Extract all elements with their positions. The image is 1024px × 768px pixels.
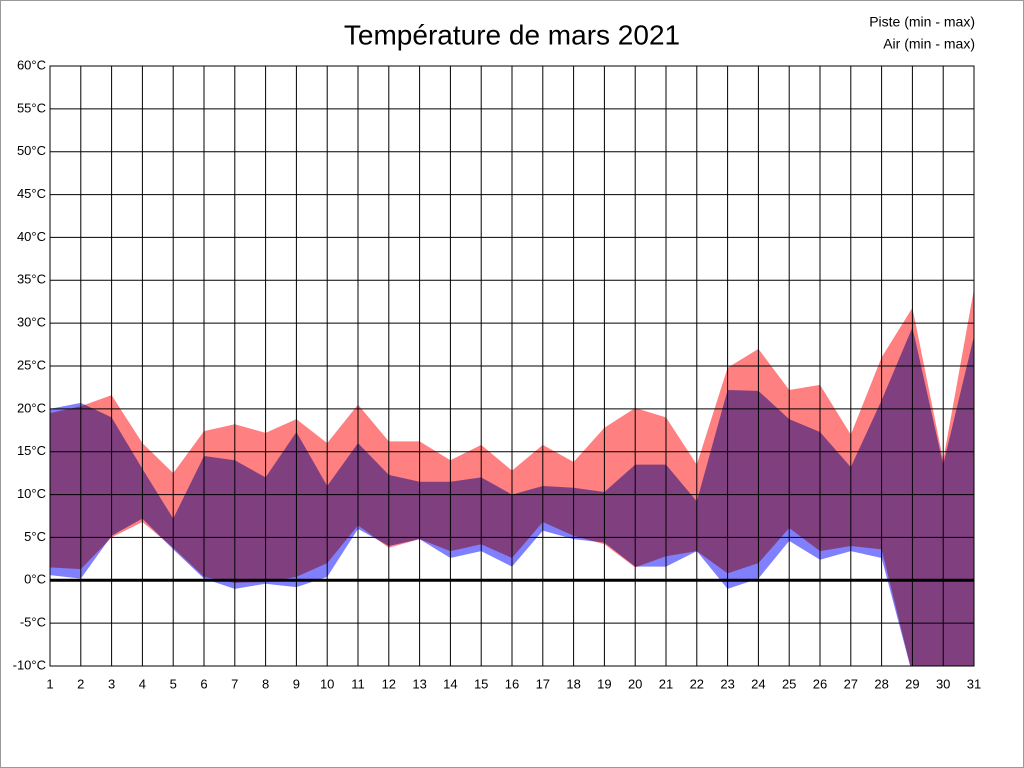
y-tick-label: 55°C	[17, 100, 46, 115]
x-tick-label: 18	[566, 676, 580, 691]
y-tick-label: 45°C	[17, 186, 46, 201]
y-tick-label: -5°C	[20, 615, 46, 630]
y-tick-label: 10°C	[17, 486, 46, 501]
x-tick-label: 13	[412, 676, 426, 691]
y-tick-label: 0°C	[24, 572, 46, 587]
x-tick-label: 14	[443, 676, 457, 691]
y-tick-label: 35°C	[17, 272, 46, 287]
x-tick-label: 3	[108, 676, 115, 691]
legend-entry: Piste (min - max)	[869, 14, 975, 30]
x-tick-label: 17	[536, 676, 550, 691]
y-tick-label: 20°C	[17, 400, 46, 415]
x-tick-label: 29	[905, 676, 919, 691]
y-tick-label: 60°C	[17, 57, 46, 72]
x-tick-label: 26	[813, 676, 827, 691]
x-tick-label: 22	[690, 676, 704, 691]
y-tick-label: 15°C	[17, 443, 46, 458]
x-tick-label: 9	[293, 676, 300, 691]
x-tick-label: 31	[967, 676, 981, 691]
y-tick-label: 50°C	[17, 143, 46, 158]
x-tick-label: 4	[139, 676, 146, 691]
x-tick-label: 20	[628, 676, 642, 691]
y-tick-label: 30°C	[17, 315, 46, 330]
y-tick-label: 40°C	[17, 229, 46, 244]
x-tick-label: 1	[46, 676, 53, 691]
x-tick-label: 23	[720, 676, 734, 691]
x-tick-label: 5	[170, 676, 177, 691]
x-tick-label: 24	[751, 676, 765, 691]
x-tick-label: 30	[936, 676, 950, 691]
x-tick-label: 12	[382, 676, 396, 691]
x-tick-label: 11	[351, 676, 365, 691]
y-tick-label: 5°C	[24, 529, 46, 544]
x-tick-label: 21	[659, 676, 673, 691]
legend-entry: Air (min - max)	[883, 36, 975, 52]
x-tick-label: 8	[262, 676, 269, 691]
x-tick-label: 10	[320, 676, 334, 691]
plot-border	[49, 65, 975, 667]
chart-title: Température de mars 2021	[344, 19, 680, 50]
x-tick-label: 19	[597, 676, 611, 691]
x-tick-label: 15	[474, 676, 488, 691]
x-tick-label: 16	[505, 676, 519, 691]
x-tick-label: 25	[782, 676, 796, 691]
y-tick-label: 25°C	[17, 357, 46, 372]
x-tick-label: 7	[231, 676, 238, 691]
x-tick-label: 27	[844, 676, 858, 691]
x-tick-label: 6	[200, 676, 207, 691]
x-tick-label: 2	[77, 676, 84, 691]
x-tick-label: 28	[874, 676, 888, 691]
y-tick-label: -10°C	[13, 657, 46, 672]
